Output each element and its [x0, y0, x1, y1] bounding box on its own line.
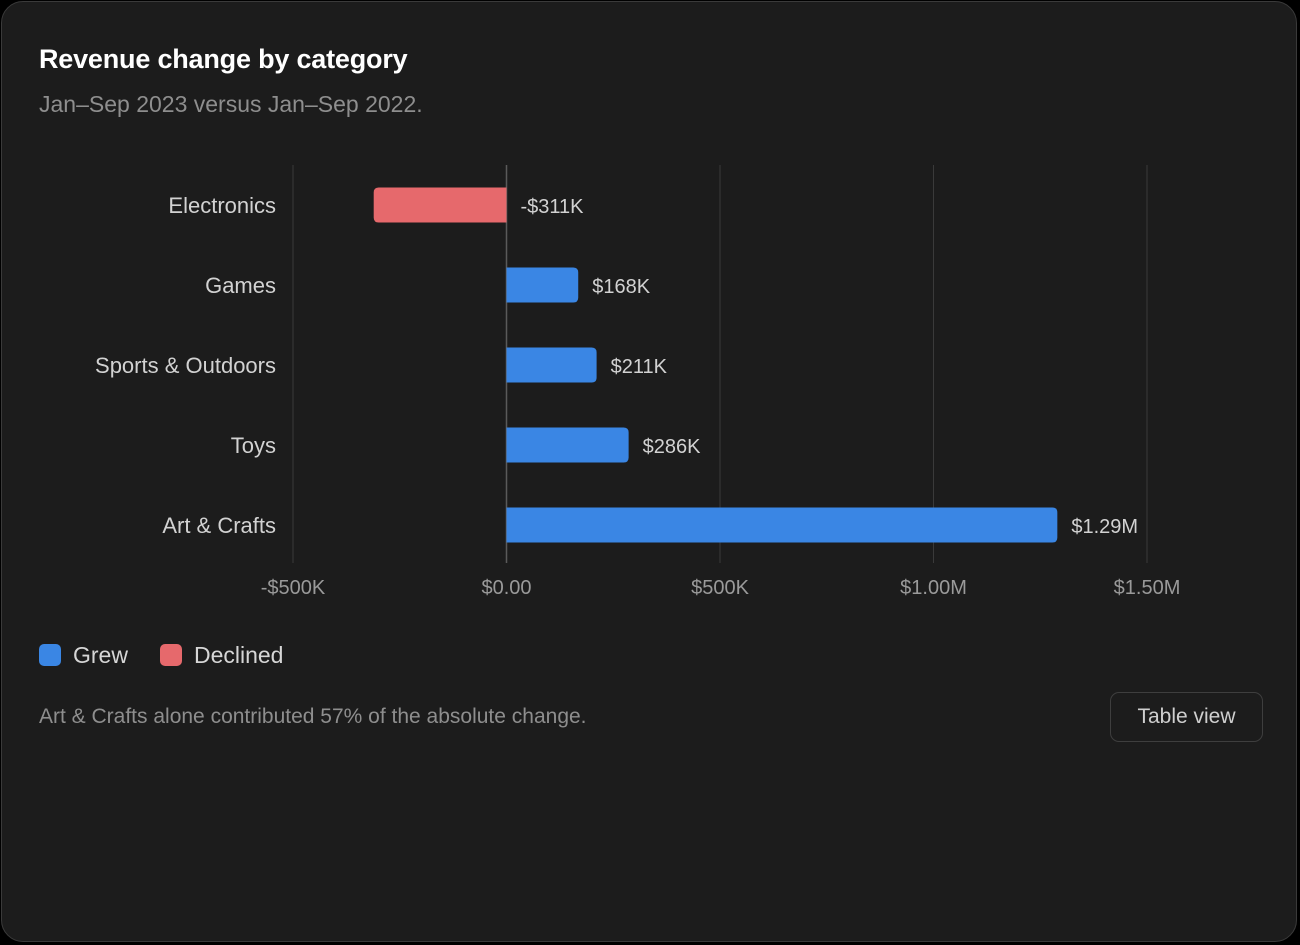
x-tick-label: $500K: [691, 577, 749, 599]
chart-title: Revenue change by category: [39, 44, 408, 74]
x-tick-label: -$500K: [261, 577, 326, 599]
legend-swatch-declined: [159, 644, 182, 666]
category-label: Art & Crafts: [162, 513, 276, 538]
bar: [506, 267, 579, 303]
bar: [373, 187, 507, 223]
bar-chart: -$500K $0.00 $500K $1.00M $1.50M Electronics -…: [95, 165, 1181, 599]
value-label: $211K: [611, 356, 668, 378]
legend-item-declined: Declined: [159, 641, 284, 669]
table-view-button[interactable]: Table view: [1110, 692, 1263, 742]
bar: [506, 507, 1058, 543]
value-label: $168K: [592, 276, 650, 298]
category-label: Sports & Outdoors: [95, 353, 276, 378]
value-label: -$311K: [521, 196, 585, 218]
legend-label-grew: Grew: [73, 641, 128, 668]
x-tick-label: $1.00M: [900, 577, 967, 599]
chart-subtitle: Jan–Sep 2023 versus Jan–Sep 2022.: [39, 91, 423, 117]
chart-footnote: Art & Crafts alone contributed 57% of th…: [39, 705, 587, 728]
legend-item-grew: Grew: [39, 642, 128, 669]
bar: [506, 427, 629, 463]
value-label: $286K: [643, 436, 701, 458]
legend-label-declined: Declined: [193, 641, 284, 668]
bar: [506, 347, 597, 383]
legend-swatch-grew: [39, 644, 61, 666]
category-label: Electronics: [168, 193, 276, 218]
value-label: $1.29M: [1071, 516, 1138, 538]
x-tick-label: $0.00: [481, 577, 531, 599]
x-tick-label: $1.50M: [1114, 577, 1181, 599]
category-label: Games: [205, 273, 276, 298]
category-label: Toys: [231, 433, 276, 458]
chart-legend: Grew Declined: [39, 639, 315, 671]
